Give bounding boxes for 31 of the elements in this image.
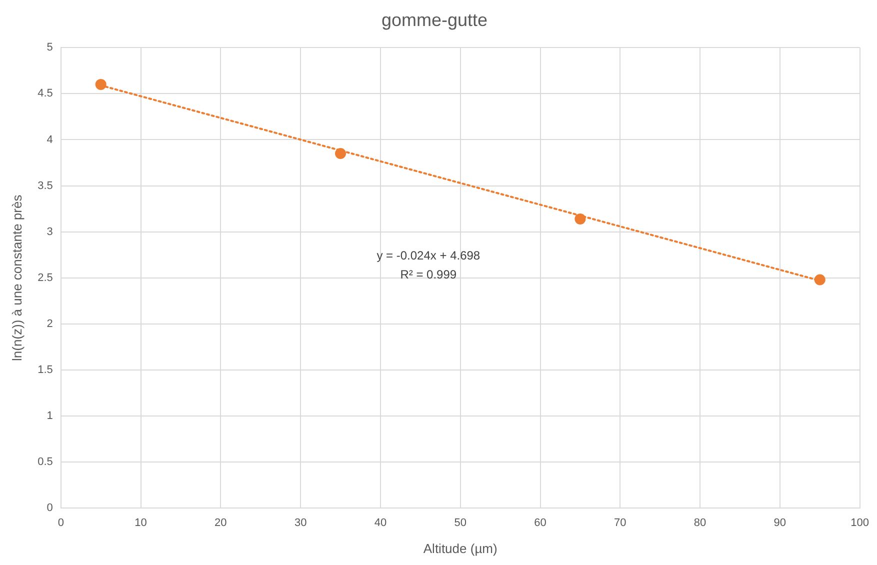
y-tick-label: 4 [46, 134, 53, 146]
x-tick-label: 0 [58, 516, 64, 529]
x-tick-label: 100 [850, 516, 870, 529]
x-tick-label: 90 [774, 516, 786, 529]
chart-title: gomme-gutte [381, 10, 488, 30]
x-tick-label: 40 [374, 516, 387, 529]
annotation: R² = 0.999 [400, 267, 457, 282]
y-tick-label: 3 [46, 226, 53, 238]
y-tick-label: 4.5 [38, 88, 53, 100]
y-tick-label: 0.5 [38, 456, 53, 468]
x-tick-label: 70 [614, 516, 626, 529]
x-tick-label: 50 [454, 516, 466, 529]
annotation: y = -0.024x + 4.698 [376, 248, 480, 262]
x-axis-title: Altitude (µm) [423, 540, 498, 556]
point [574, 213, 586, 224]
point [814, 274, 826, 286]
y-tick-label: 3.5 [38, 180, 53, 192]
y-tick-label: 1 [46, 410, 53, 422]
y-tick-label: 0 [46, 502, 53, 514]
y-tick-label: 2 [46, 318, 53, 330]
point [95, 78, 106, 90]
y-axis-title: ln(n(z)) à une constante près [9, 194, 24, 361]
x-tick-label: 60 [534, 516, 546, 529]
point [335, 148, 346, 160]
x-tick-label: 10 [134, 516, 147, 529]
y-tick-label: 1.5 [38, 364, 53, 376]
y-tick-label: 5 [46, 42, 53, 54]
x-tick-label: 20 [214, 516, 227, 529]
y-tick-label: 2.5 [38, 272, 53, 284]
x-tick-label: 80 [694, 516, 706, 529]
x-tick-label: 30 [294, 516, 307, 529]
